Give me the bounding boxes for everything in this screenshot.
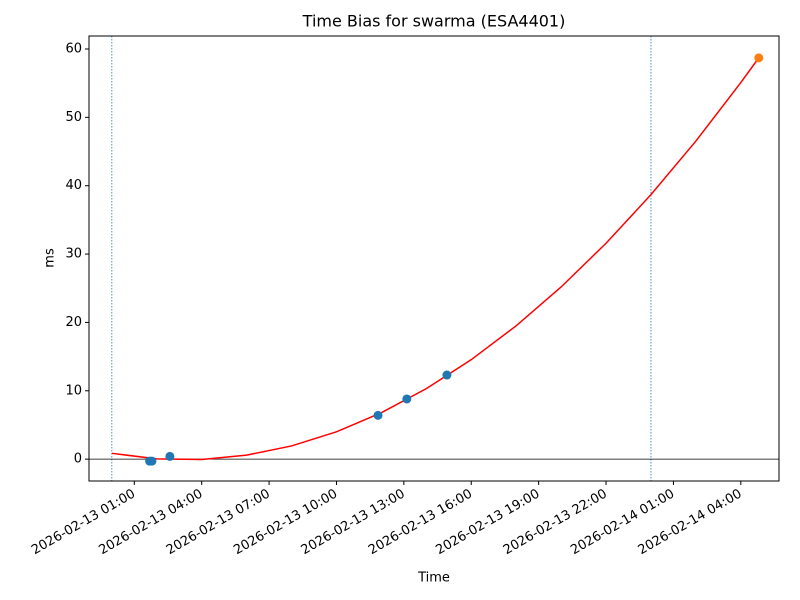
plot-frame — [88, 35, 780, 482]
y-tick-label: 60 — [65, 41, 82, 56]
y-tick-label: 0 — [74, 452, 82, 467]
y-tick-label: 40 — [65, 178, 82, 193]
data-point — [165, 451, 175, 461]
data-point — [373, 410, 383, 420]
data-point — [442, 370, 452, 380]
chart-title: Time Bias for swarma (ESA4401) — [302, 12, 566, 31]
x-axis-label: Time — [417, 571, 450, 586]
data-point — [402, 394, 412, 404]
y-tick-label: 30 — [65, 247, 82, 262]
data-point — [754, 53, 764, 63]
y-tick-label: 10 — [65, 383, 82, 398]
y-tick-label: 20 — [65, 315, 82, 330]
y-tick-label: 50 — [65, 110, 82, 125]
y-axis-label: ms — [43, 248, 58, 268]
data-point — [147, 456, 157, 466]
